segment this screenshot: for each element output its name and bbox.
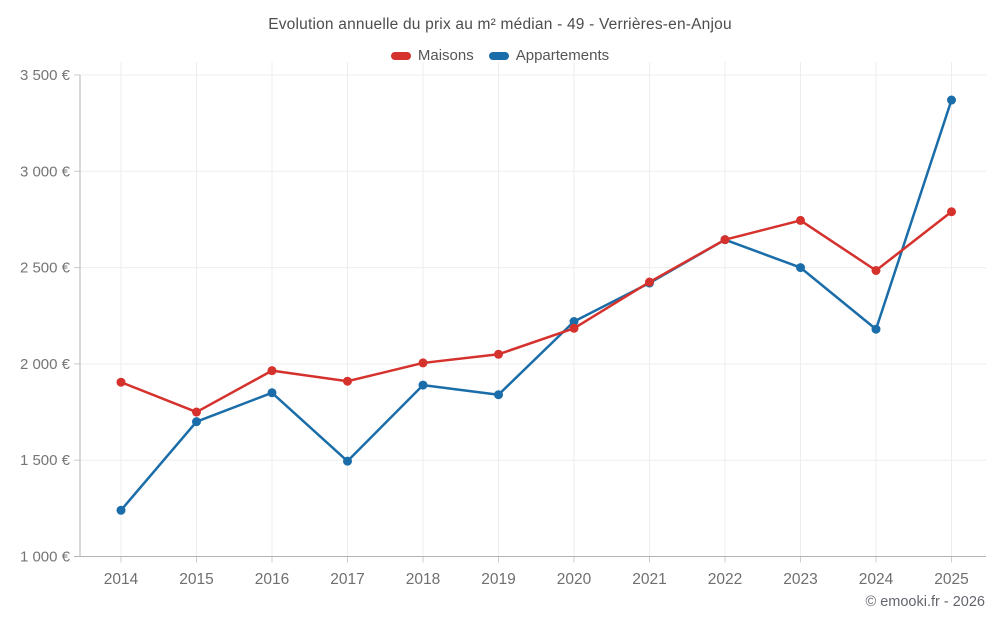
- data-point-maisons-2023[interactable]: [796, 215, 805, 225]
- y-tick-label: 2 500 €: [20, 260, 71, 277]
- data-point-maisons-2015[interactable]: [192, 407, 201, 417]
- x-tick-label: 2025: [934, 571, 968, 588]
- x-tick-label: 2022: [708, 571, 742, 588]
- y-tick-label: 3 500 €: [20, 67, 71, 84]
- data-point-appartements-2020[interactable]: [569, 317, 579, 327]
- data-point-maisons-2019[interactable]: [494, 349, 503, 359]
- y-tick-label: 2 000 €: [20, 356, 71, 373]
- x-tick-label: 2018: [406, 571, 440, 588]
- data-point-maisons-2020[interactable]: [569, 323, 579, 333]
- x-tick-label: 2019: [481, 571, 515, 588]
- x-tick-label: 2014: [104, 571, 139, 588]
- y-tick-label: 1 500 €: [20, 452, 71, 469]
- series-line-maisons: [119, 210, 953, 414]
- x-tick-label: 2016: [255, 571, 289, 588]
- chart-title: Evolution annuelle du prix au m² médian …: [268, 16, 732, 33]
- data-point-appartements-2018[interactable]: [418, 380, 428, 390]
- series-line-appartements: [119, 98, 953, 512]
- x-tick-label: 2024: [859, 571, 894, 588]
- chart-legend: Maisons Appartements: [0, 47, 1000, 64]
- data-point-maisons-2018[interactable]: [418, 358, 428, 368]
- data-point-maisons-2017[interactable]: [343, 376, 352, 386]
- data-point-maisons-2021[interactable]: [645, 277, 654, 287]
- x-tick-label: 2020: [557, 571, 592, 588]
- y-tick-label: 3 000 €: [20, 163, 71, 180]
- x-tick-label: 2023: [783, 571, 817, 588]
- legend-swatch-appartements: [488, 51, 509, 60]
- data-point-maisons-2014[interactable]: [116, 377, 126, 387]
- data-point-maisons-2025[interactable]: [947, 207, 956, 217]
- data-point-appartements-2024[interactable]: [871, 324, 881, 334]
- data-point-maisons-2024[interactable]: [871, 265, 881, 275]
- x-tick-label: 2015: [179, 571, 213, 588]
- x-tick-label: 2021: [632, 571, 666, 588]
- x-tick-label: 2017: [330, 571, 364, 588]
- data-point-appartements-2017[interactable]: [343, 456, 352, 466]
- legend-label: Maisons: [417, 47, 474, 64]
- data-point-appartements-2023[interactable]: [796, 263, 805, 273]
- legend-swatch-maisons: [390, 51, 411, 60]
- data-point-appartements-2015[interactable]: [192, 417, 201, 427]
- legend-label: Appartements: [515, 47, 610, 64]
- watermark-credit: © emooki.fr - 2026: [865, 594, 985, 610]
- legend-item-maisons[interactable]: Maisons: [390, 47, 474, 64]
- data-point-appartements-2014[interactable]: [116, 505, 126, 515]
- data-point-appartements-2016[interactable]: [267, 388, 277, 398]
- data-point-appartements-2025[interactable]: [947, 95, 956, 105]
- data-point-maisons-2022[interactable]: [720, 235, 730, 245]
- y-tick-label: 1 000 €: [20, 549, 71, 566]
- legend-item-appartements[interactable]: Appartements: [488, 47, 610, 64]
- data-point-appartements-2019[interactable]: [494, 390, 503, 400]
- data-point-maisons-2016[interactable]: [267, 366, 277, 376]
